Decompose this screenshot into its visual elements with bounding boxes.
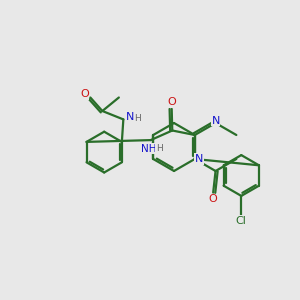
Text: O: O (167, 97, 176, 107)
Text: H: H (156, 144, 163, 153)
Text: N: N (126, 112, 134, 122)
Text: H: H (134, 114, 141, 123)
Text: O: O (209, 194, 218, 204)
Text: NH: NH (141, 143, 157, 154)
Text: N: N (195, 154, 203, 164)
Text: Cl: Cl (236, 216, 247, 226)
Text: O: O (80, 89, 89, 99)
Text: N: N (212, 116, 220, 126)
